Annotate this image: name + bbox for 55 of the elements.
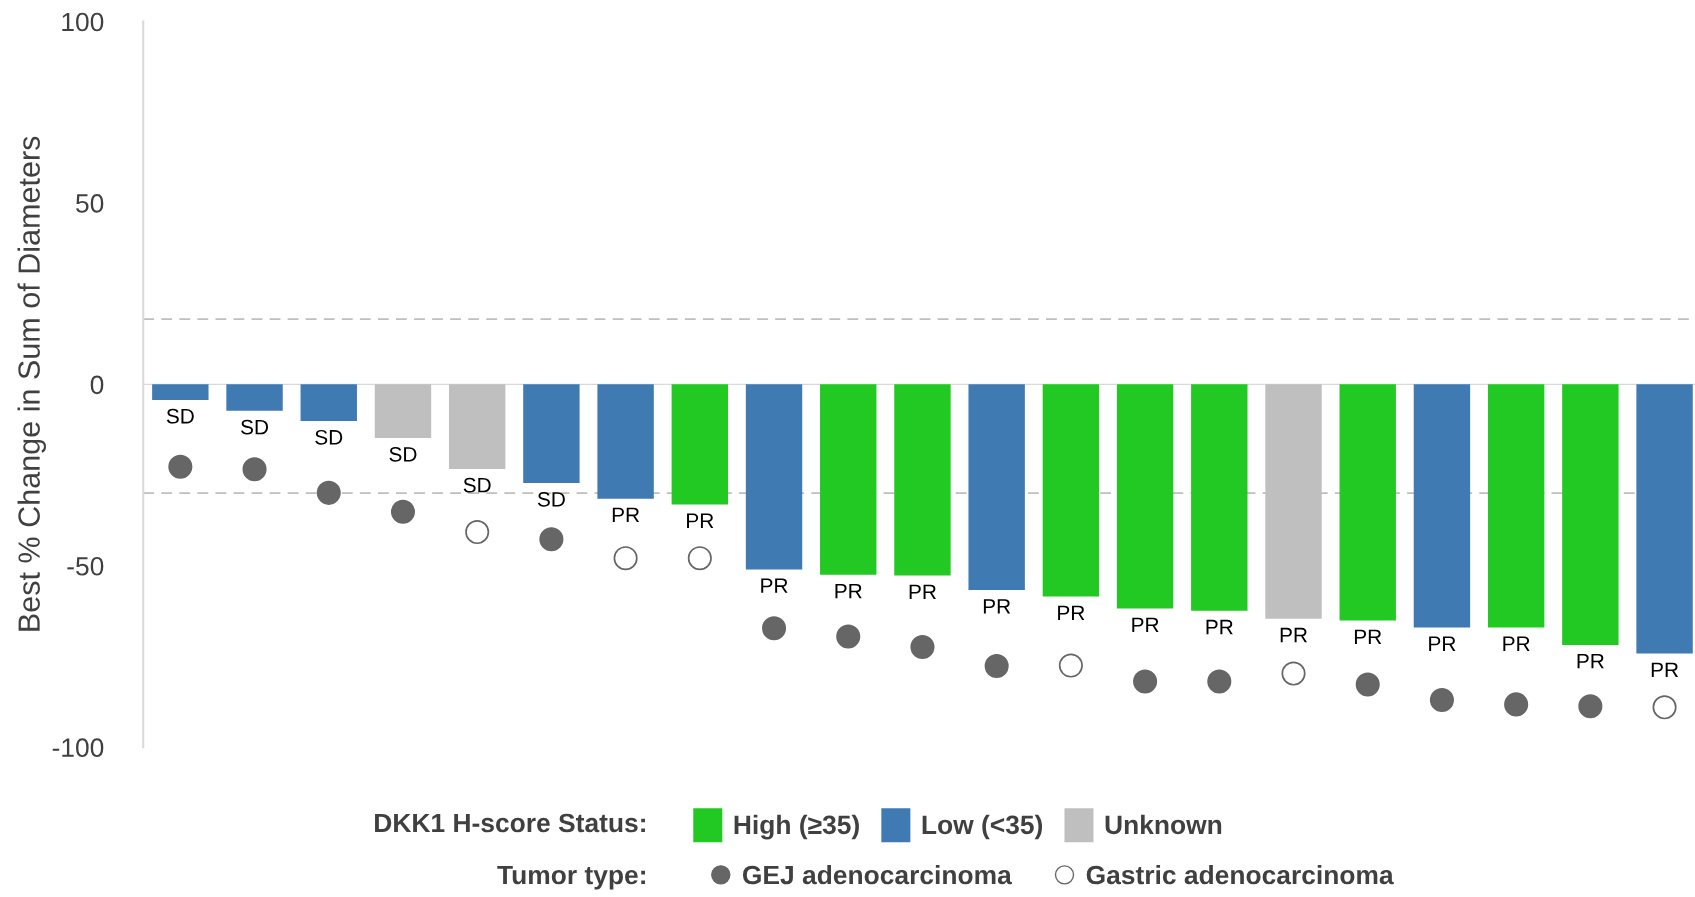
point xyxy=(1429,687,1454,713)
point xyxy=(316,480,341,505)
legend-label: Low (<35) xyxy=(922,814,1043,840)
data-label: SD xyxy=(537,491,565,507)
point xyxy=(1207,669,1232,694)
data-label: PR xyxy=(1354,629,1382,644)
data-label: PR xyxy=(1503,636,1530,651)
data-label: SD xyxy=(241,419,269,435)
data-label: PR xyxy=(909,584,936,600)
y-axis-title: Best % Change in Sum of Diameters xyxy=(17,136,46,631)
point xyxy=(1355,672,1380,697)
point xyxy=(761,616,787,641)
data-label: PR xyxy=(983,599,1011,614)
y-tick-label: -100 xyxy=(52,738,104,758)
point xyxy=(910,635,935,660)
legend-label: GEJ adenocarcinoma xyxy=(742,864,1012,885)
legend-label: Gastric adenocarcinoma xyxy=(1086,864,1394,885)
point xyxy=(613,546,638,571)
data-label: PR xyxy=(1577,653,1604,669)
point xyxy=(1504,692,1529,717)
point xyxy=(1133,669,1158,694)
y-tick-label: -50 xyxy=(67,556,104,576)
point xyxy=(984,653,1009,678)
data-label: SD xyxy=(166,408,194,424)
data-label: PR xyxy=(1132,617,1159,633)
data-label: PR xyxy=(612,507,640,523)
data-label: SD xyxy=(389,446,417,462)
point xyxy=(390,499,416,524)
point xyxy=(687,546,712,571)
point xyxy=(168,454,193,479)
point xyxy=(836,624,861,649)
text: Tumor type: xyxy=(497,865,645,890)
point xyxy=(242,457,267,482)
y-tick-label: 50 xyxy=(76,194,104,213)
legend-label: High (≥35) xyxy=(734,814,859,840)
data-label: PR xyxy=(1651,662,1679,678)
data-label: PR xyxy=(1429,636,1456,651)
data-label: PR xyxy=(761,578,788,593)
point xyxy=(465,520,490,545)
point xyxy=(1281,661,1306,686)
data-label: PR xyxy=(1206,619,1233,635)
y-tick-label: 0 xyxy=(90,375,104,395)
point xyxy=(1578,694,1603,719)
legend-title: DKK1 H-score Status: xyxy=(375,813,645,833)
data-label: PR xyxy=(687,513,714,528)
data-label: PR xyxy=(835,583,862,599)
data-label: SD xyxy=(315,429,343,445)
legend-label: Unknown xyxy=(1105,814,1222,835)
data-label: PR xyxy=(1280,627,1308,643)
y-tick-label: 100 xyxy=(62,12,104,32)
point xyxy=(1652,695,1677,720)
data-label: PR xyxy=(1058,605,1085,621)
point xyxy=(539,527,564,552)
point xyxy=(1058,653,1083,678)
data-label: SD xyxy=(463,477,491,493)
